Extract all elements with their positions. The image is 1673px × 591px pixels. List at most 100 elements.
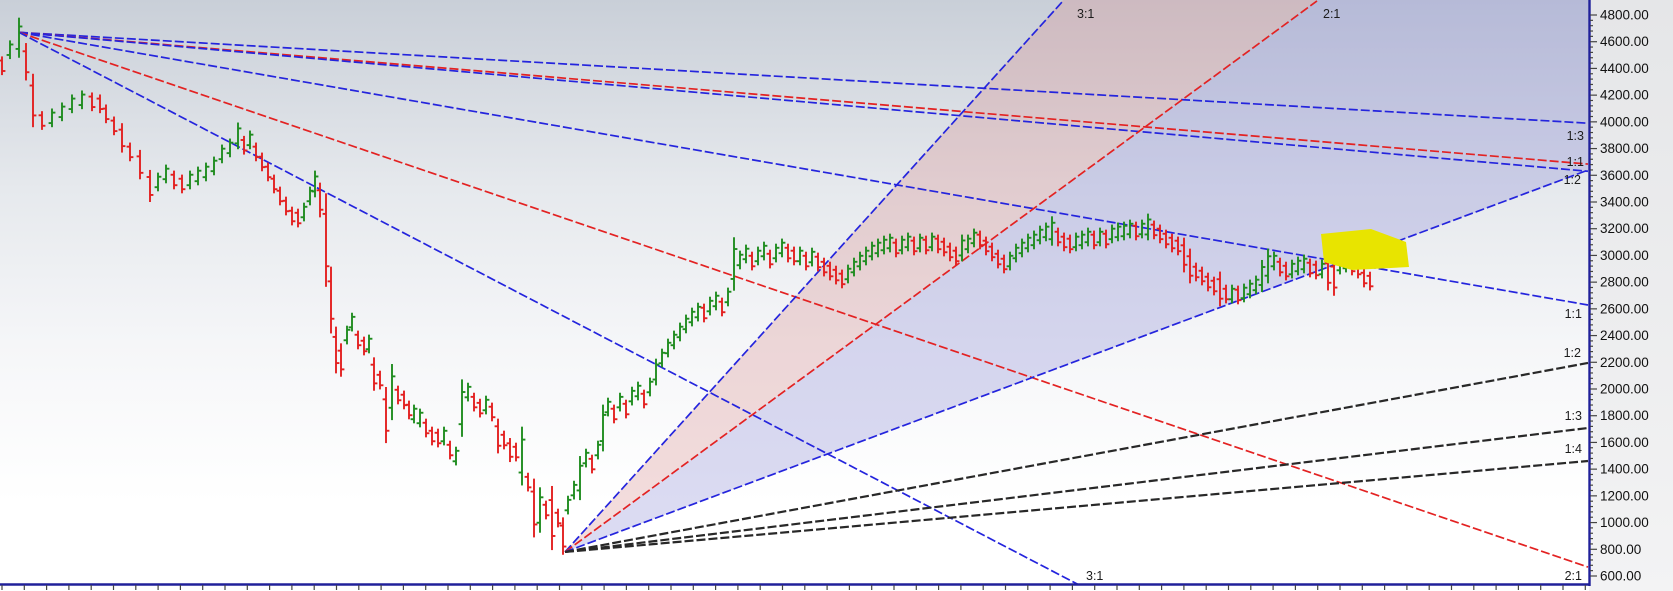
price-tick-label: 3600.00 [1600,168,1649,183]
ohlc-bar [246,130,254,150]
ohlc-bar [796,246,804,266]
gann-line-downtrend-fan-1to2[interactable] [18,31,1589,173]
ohlc-bar [994,249,1002,269]
ohlc-bar [343,325,351,345]
ohlc-bar [564,495,572,515]
ohlc-bar [862,246,870,266]
ohlc-bar [730,237,738,291]
ohlc-bar [934,234,942,254]
ohlc-bar [760,241,768,261]
ohlc-bar [700,303,708,323]
ohlc-bar [548,485,556,551]
ohlc-bar [634,381,642,401]
price-axis-panel[interactable] [1589,0,1673,591]
ohlc-bar [1144,213,1152,241]
ohlc-bar [434,428,442,448]
yellow-highlight-annotation[interactable] [1321,229,1409,270]
ohlc-bar [1156,224,1164,244]
ohlc-bar [622,399,630,419]
ohlc-bar [365,334,373,354]
ohlc-bar [226,138,234,158]
gann-line-downtrend-fan-1to1[interactable] [18,31,1589,165]
ohlc-bar [146,169,154,202]
ohlc-bar [464,382,472,402]
ohlc-bar [337,343,345,377]
ohlc-bar [610,404,618,424]
price-tick-label: 3800.00 [1600,141,1649,156]
ohlc-bar [1210,276,1218,296]
ohlc-bar [718,297,726,317]
ohlc-bar [1264,248,1272,284]
ohlc-bar [1174,236,1182,256]
price-tick-label: 3000.00 [1600,248,1649,263]
ohlc-bar [446,440,454,460]
ohlc-bar [754,246,762,266]
ohlc-bar [234,122,242,150]
ohlc-bar [186,170,194,190]
ohlc-bar [1240,283,1248,303]
ohlc-bar [964,234,972,254]
ohlc-bar [1300,254,1308,274]
ohlc-bar [218,144,226,164]
ohlc-bar [322,193,330,287]
ohlc-bar [814,252,822,272]
ohlc-bar [1366,271,1374,291]
ohlc-bar [1030,230,1038,250]
gann-line-downtrend-fan-2to1[interactable] [18,31,1589,568]
ohlc-bar [1114,222,1122,242]
ohlc-bar [736,250,744,270]
ohlc-bar [240,135,248,155]
ohlc-bar [1306,258,1314,278]
ohlc-bar [270,174,278,194]
ohlc-bar [712,291,720,311]
ohlc-bar [850,257,858,277]
gann-line-uptrend-fan-2to1[interactable] [564,0,1318,553]
ohlc-bar [808,247,816,267]
gann-line-downtrend-fan-1to3[interactable] [18,31,1589,125]
fan-ratio-label: 1:2 [1564,346,1581,360]
ohlc-bar [559,517,567,555]
ohlc-bar [1078,230,1086,250]
ohlc-bar [416,408,424,428]
ohlc-bar [1060,232,1068,252]
fan-ratio-labels: 3:1 2:1 1:3 1:1 1:2 1:1 1:2 1:3 1:4 2:1 3:1 [1077,7,1584,583]
ohlc-bar [646,377,654,397]
gann-line-uptrend-fan-1to4[interactable] [564,459,1589,554]
ohlc-bar [826,261,834,281]
ohlc-bar [428,426,436,446]
ohlc-bar [126,142,134,162]
ohlc-bar [1132,221,1140,241]
ohlc-bar [1180,237,1188,273]
ohlc-bar [1246,279,1254,299]
gann-line-uptrend-fan-1to2[interactable] [564,361,1589,554]
ohlc-bar [494,418,502,454]
ohlc-bar [1096,227,1104,247]
ohlc-bar [1042,222,1050,242]
price-tick-label: 4200.00 [1600,88,1649,103]
ohlc-bar [916,233,924,253]
gann-line-downtrend-fan-3to1[interactable] [18,31,1080,585]
gann-line-uptrend-fan-1to3[interactable] [564,426,1589,554]
ohlc-bar [470,392,478,412]
ohlc-bar [178,174,186,194]
ohlc-bar [1252,275,1260,295]
ohlc-bar [802,251,810,271]
ohlc-bar [102,104,110,124]
ohlc-bar [1126,219,1134,239]
price-tick-label: 3200.00 [1600,221,1649,236]
ohlc-bar [288,206,296,226]
ohlc-bar [210,156,218,176]
ohlc-bar [594,440,602,460]
ohlc-bar [38,111,46,130]
ohlc-bar [68,94,76,114]
ohlc-bar [29,73,37,128]
gann-line-uptrend-fan-3to1[interactable] [564,0,1064,553]
price-tick-label: 4400.00 [1600,61,1649,76]
ohlc-bar [1192,262,1200,282]
ohlc-bar [922,235,930,255]
fan-zone-2to1-1to1 [565,0,1589,552]
gann-line-uptrend-fan-1to1[interactable] [564,169,1589,553]
